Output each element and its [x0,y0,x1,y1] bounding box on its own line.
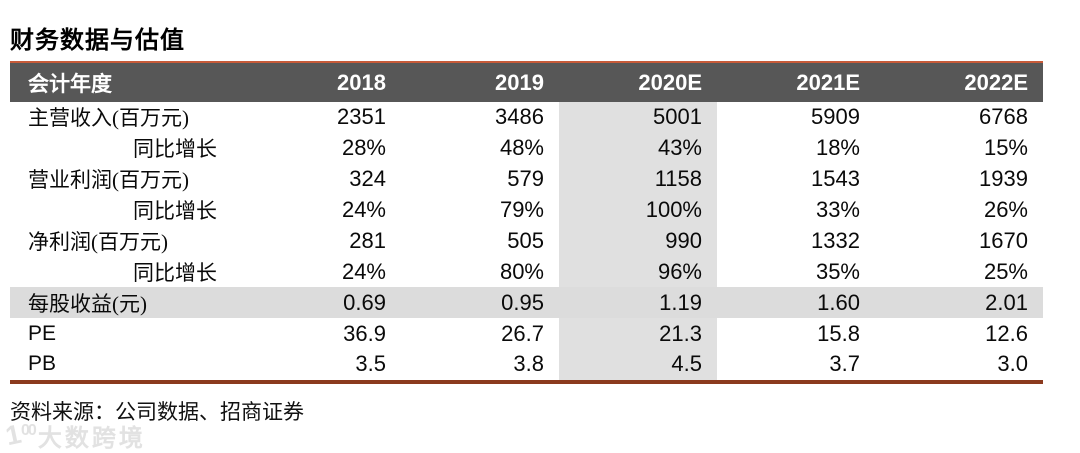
row-label: 同比增长 [133,260,217,285]
table-cell: 24% [341,258,386,284]
row-label: 同比增长 [133,137,217,162]
table-row: 同比增长 24% 79% 100% 33% 26% [10,194,1043,226]
table-cell: 21.3 [559,318,717,349]
table-cell: 35% [815,258,860,284]
header-cell-label: 会计年度 [28,71,112,96]
table-row: 主营收入(百万元) 2351 3486 5001 5909 6768 [10,102,1043,133]
table-cell: 5909 [811,104,860,130]
header-cell-year: 2021E [796,69,860,95]
table-cell: 36.9 [343,320,386,346]
table-row: 营业利润(百万元) 324 579 1158 1543 1939 [10,163,1043,195]
watermark: 1 00 大数跨境 [3,418,146,453]
header-cell-year: 2020E [638,69,702,95]
table-cell: 79% [499,197,544,223]
table-cell: 1.19 [559,287,717,319]
watermark-100-logo-icon: 1 00 [3,419,37,451]
table-cell: 579 [507,166,544,192]
header-cell-year: 2019 [495,69,544,95]
row-label: 营业利润(百万元) [28,168,189,193]
table-cell: 281 [349,227,386,253]
table-cell: 6768 [979,104,1028,130]
table-cell: 33% [815,197,860,223]
table-cell: 80% [499,258,544,284]
table-cell: 3.0 [997,351,1028,377]
header-cell-year: 2018 [337,69,386,95]
header-cell-year: 2022E [964,69,1028,95]
table-cell: 990 [559,225,717,257]
source-note: 资料来源：公司数据、招商证券 [10,400,304,424]
table-cell: 28% [341,135,386,161]
table-cell: 3.5 [355,351,386,377]
table-cell: 1158 [559,163,717,195]
table-row: PE 36.9 26.7 21.3 15.8 12.6 [10,318,1043,349]
table-cell: 3486 [495,104,544,130]
row-label: 每股收益(元) [28,291,147,316]
table-row: 同比增长 24% 80% 96% 35% 25% [10,256,1043,288]
table-cell: 0.95 [501,289,544,315]
table-cell: 15.8 [817,320,860,346]
table-cell: 5001 [559,102,717,133]
table-cell: 4.5 [559,349,717,380]
table-cell: 26.7 [501,320,544,346]
table-cell: 15% [983,135,1028,161]
table-header-row: 会计年度 2018 2019 2020E 2021E 2022E [10,61,1043,102]
table-cell: 324 [349,166,386,192]
row-label: PB [28,352,57,376]
watermark-logo-zeros: 00 [21,422,37,439]
table-cell: 505 [507,227,544,253]
table-body: 主营收入(百万元) 2351 3486 5001 5909 6768 同比增长 28% 48% 4… [10,102,1043,384]
table-cell: 1939 [979,166,1028,192]
page-title: 财务数据与估值 [10,28,185,54]
row-label: 净利润(百万元) [28,229,168,254]
row-label: 主营收入(百万元) [28,106,189,131]
table-row: 每股收益(元) 0.69 0.95 1.19 1.60 2.01 [10,287,1043,319]
table-cell: 3.7 [829,351,860,377]
table-cell: 96% [559,256,717,288]
row-label: 同比增长 [133,199,217,224]
table-cell: 25% [983,258,1028,284]
table-cell: 43% [559,132,717,164]
table-cell: 0.69 [343,289,386,315]
table-cell: 2.01 [985,289,1028,315]
table-cell: 1332 [811,227,860,253]
table-row: 净利润(百万元) 281 505 990 1332 1670 [10,225,1043,257]
table-cell: 1670 [979,227,1028,253]
table-cell: 12.6 [985,320,1028,346]
table-row: 同比增长 28% 48% 43% 18% 15% [10,132,1043,164]
table-cell: 100% [559,194,717,226]
table-cell: 48% [499,135,544,161]
table-cell: 18% [815,135,860,161]
table-cell: 3.8 [513,351,544,377]
table-cell: 1543 [811,166,860,192]
watermark-text: 大数跨境 [37,426,146,452]
row-label: PE [28,321,57,345]
table-cell: 26% [983,197,1028,223]
table-cell: 1.60 [817,289,860,315]
table-cell: 2351 [337,104,386,130]
table-row: PB 3.5 3.8 4.5 3.7 3.0 [10,349,1043,380]
table-cell: 24% [341,197,386,223]
financial-table: 会计年度 2018 2019 2020E 2021E 2022E 主营收入(百万元) 235… [10,61,1043,384]
